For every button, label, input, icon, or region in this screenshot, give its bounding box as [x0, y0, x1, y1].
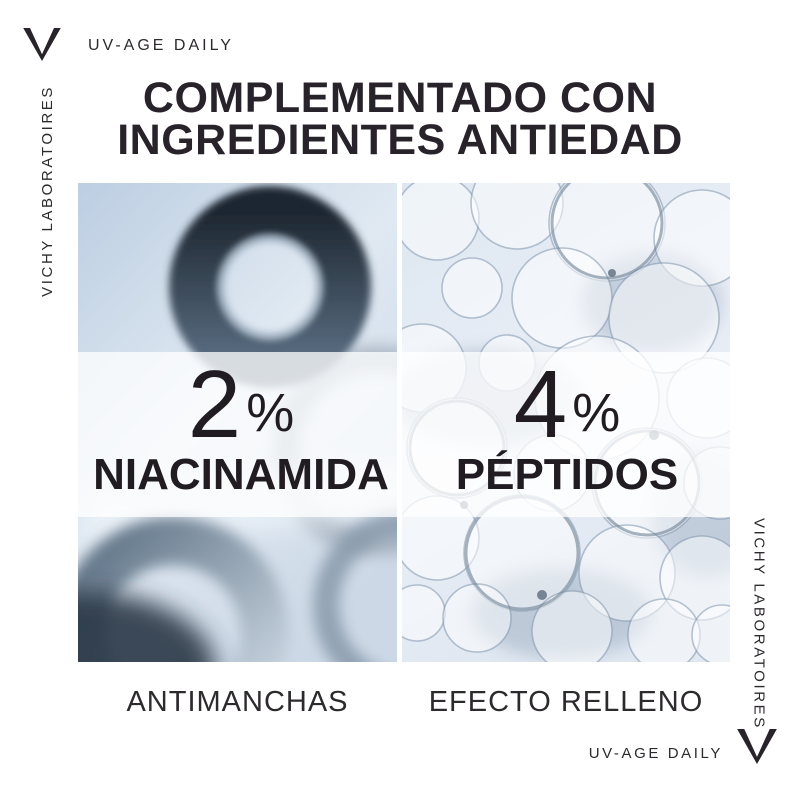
peptidos-callout: 4 % PÉPTIDOS — [404, 352, 730, 517]
ingredients-band: 2 % NIACINAMIDA 4 % PÉPTIDOS — [78, 352, 730, 517]
vichy-v-logo — [737, 729, 777, 764]
ingredient-name: PÉPTIDOS — [455, 450, 679, 499]
ingredient-panels: 2 % NIACINAMIDA 4 % PÉPTIDOS — [78, 183, 730, 662]
peptidos-percent: 4 % — [513, 351, 621, 458]
page-title: COMPLEMENTADO CON INGREDIENTES ANTIEDAD — [0, 74, 800, 164]
product-line-top: UV-AGE DAILY — [88, 37, 234, 54]
percent-sign: % — [246, 383, 295, 443]
heading-line1: COMPLEMENTADO CON — [142, 74, 658, 122]
vichy-v-logo — [23, 28, 61, 61]
product-line-bottom: UV-AGE DAILY — [588, 745, 723, 762]
vertical-label-left: VICHY LABORATOIRES — [38, 85, 56, 297]
benefit-efecto-relleno: EFECTO RELLENO — [428, 686, 704, 718]
ingredient-name: NIACINAMIDA — [93, 450, 389, 499]
percent-sign: % — [572, 383, 621, 443]
vertical-label-right: VICHY LABORATOIRES — [750, 518, 768, 730]
heading-line2: INGREDIENTES ANTIEDAD — [117, 116, 683, 164]
footer-brand: UV-AGE DAILY — [589, 729, 777, 764]
niacinamida-percent: 2 % — [187, 351, 295, 458]
niacinamida-callout: 2 % NIACINAMIDA — [78, 352, 404, 517]
benefit-antimanchas: ANTIMANCHAS — [126, 686, 349, 718]
